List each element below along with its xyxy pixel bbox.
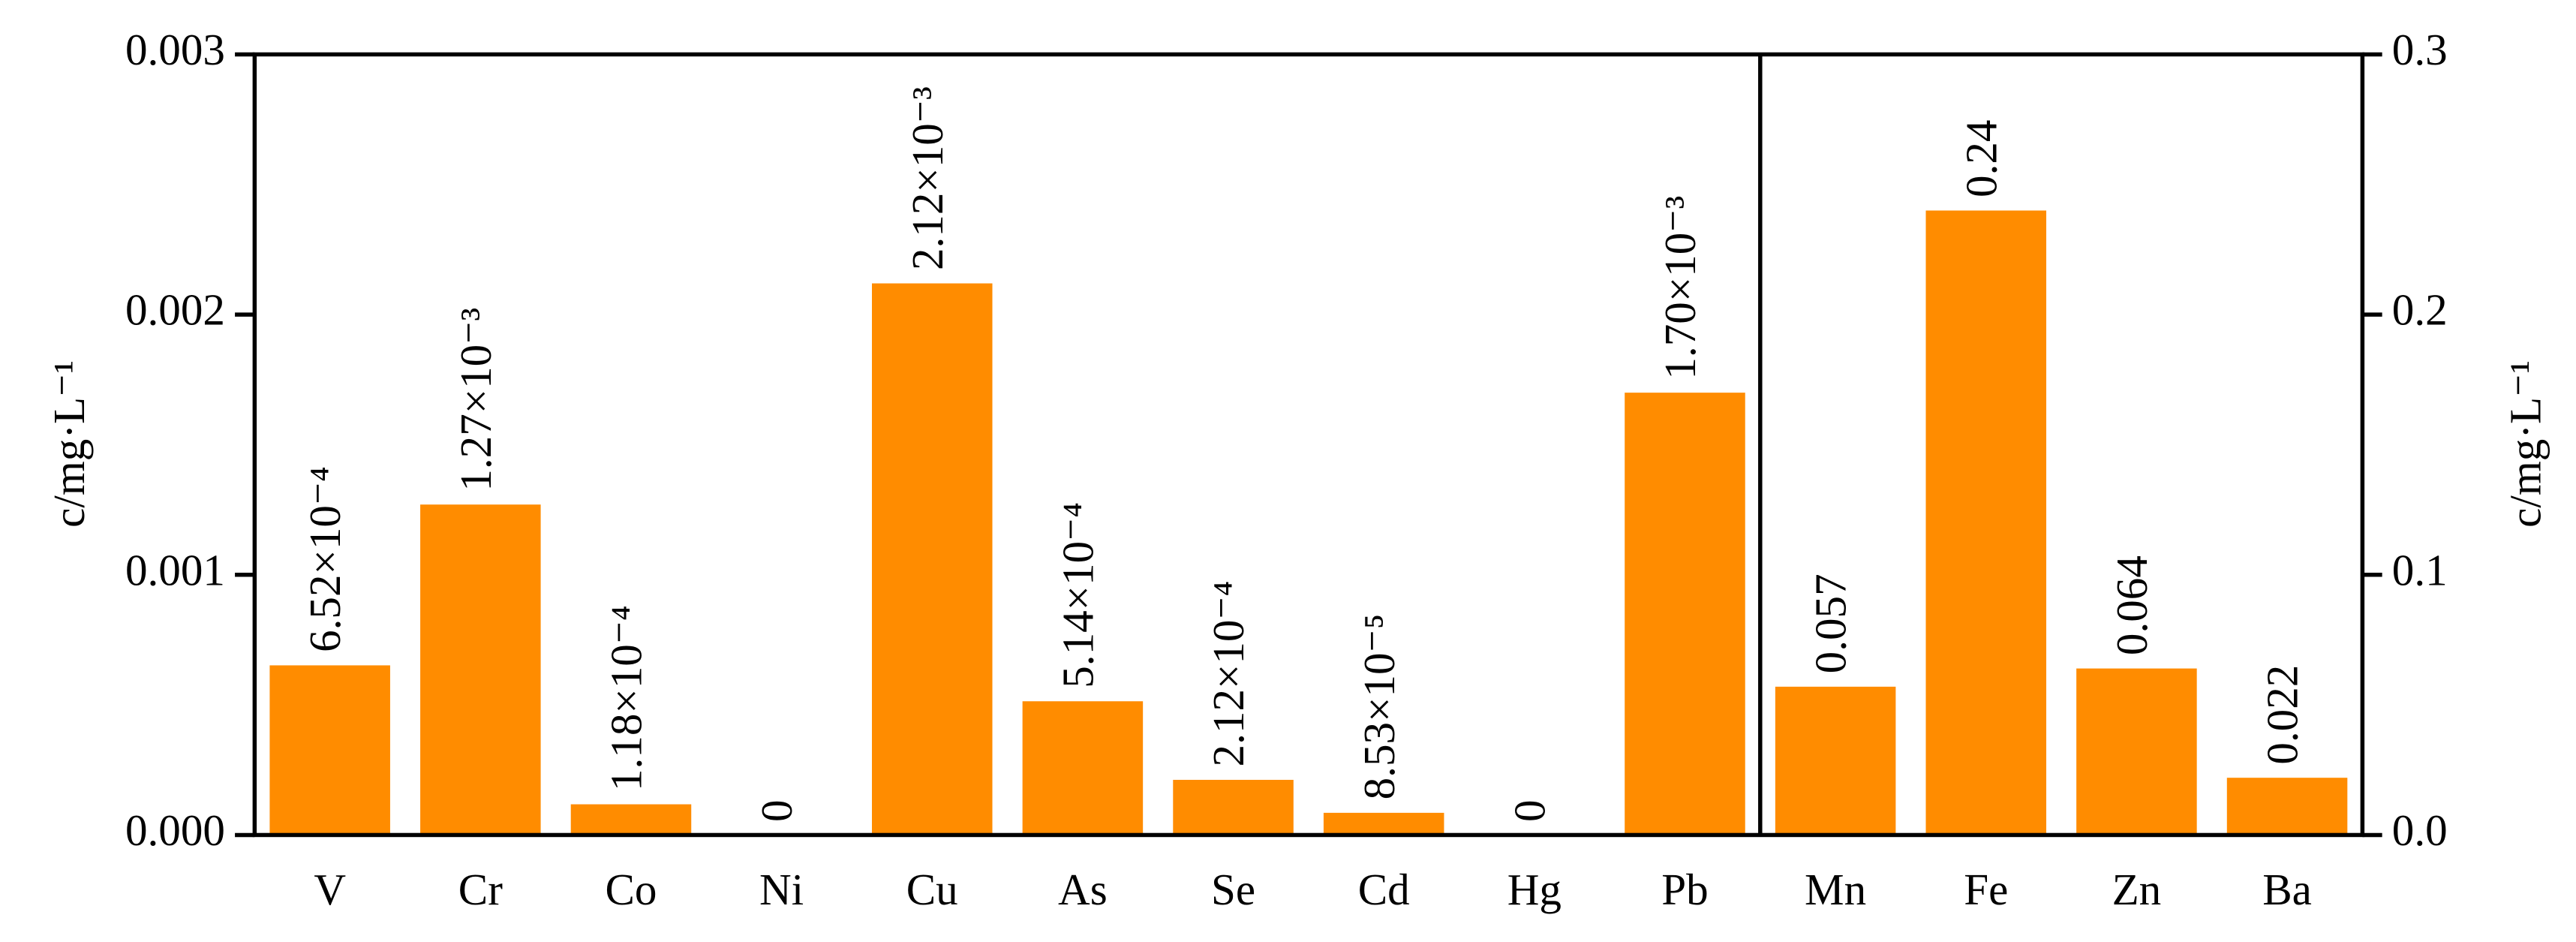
y2-tick-label: 0.2 — [2392, 285, 2448, 335]
y-tick-label: 0.001 — [125, 545, 225, 594]
y2-tick-label: 0.1 — [2392, 545, 2448, 594]
x-tick-label: Cu — [906, 865, 958, 914]
x-tick-label: Hg — [1507, 865, 1562, 914]
value-label: 5.14×10⁻⁴ — [1053, 502, 1102, 688]
x-tick-label: Mn — [1805, 865, 1866, 914]
x-tick-label: Se — [1211, 865, 1255, 914]
y2-axis-title: c/mg·L⁻¹ — [2500, 360, 2550, 528]
value-label: 8.53×10⁻⁵ — [1354, 614, 1404, 800]
y-tick-label: 0.003 — [125, 25, 225, 74]
value-label: 6.52×10⁻⁴ — [300, 466, 350, 652]
bar — [2226, 778, 2348, 835]
value-label: 1.70×10⁻³ — [1655, 196, 1705, 380]
x-tick-label: Fe — [1964, 865, 2008, 914]
plot-frame — [252, 52, 2365, 838]
value-label: 0.064 — [2107, 555, 2157, 655]
value-label: 1.18×10⁻⁴ — [602, 605, 651, 791]
bar — [1173, 779, 1294, 835]
x-tick-label: Zn — [2112, 865, 2162, 914]
x-tick-label: Ni — [759, 865, 804, 914]
bar — [2076, 668, 2197, 835]
x-tick-label: Cr — [458, 865, 503, 914]
x-tick-label: Cd — [1358, 865, 1410, 914]
x-tick-label: Pb — [1661, 865, 1708, 914]
value-label: 0 — [1504, 799, 1554, 822]
bar — [570, 804, 692, 835]
bar — [1625, 393, 1745, 835]
value-label: 2.12×10⁻³ — [903, 86, 952, 270]
bar — [1775, 686, 1896, 835]
bar — [1022, 701, 1144, 835]
x-tick-label: V — [314, 865, 346, 914]
bar — [871, 283, 993, 835]
bar — [420, 504, 541, 835]
y-axis-title: c/mg·L⁻¹ — [44, 360, 94, 528]
bar — [269, 665, 390, 835]
y2-tick-label: 0.0 — [2392, 805, 2448, 855]
value-label: 1.27×10⁻³ — [451, 308, 500, 492]
value-label: 0.022 — [2258, 665, 2307, 765]
bar — [1323, 812, 1444, 835]
x-tick-label: As — [1058, 865, 1108, 914]
y2-tick-label: 0.3 — [2392, 25, 2448, 74]
value-label: 0.24 — [1956, 120, 2006, 197]
x-tick-label: Ba — [2262, 865, 2312, 914]
x-tick-label: Co — [605, 865, 657, 914]
value-label: 0 — [752, 799, 801, 822]
value-label: 2.12×10⁻⁴ — [1204, 581, 1253, 767]
y-tick-label: 0.002 — [125, 285, 225, 335]
bar — [1925, 210, 2047, 835]
value-label: 0.057 — [1806, 573, 1856, 673]
y-tick-label: 0.000 — [125, 805, 225, 855]
